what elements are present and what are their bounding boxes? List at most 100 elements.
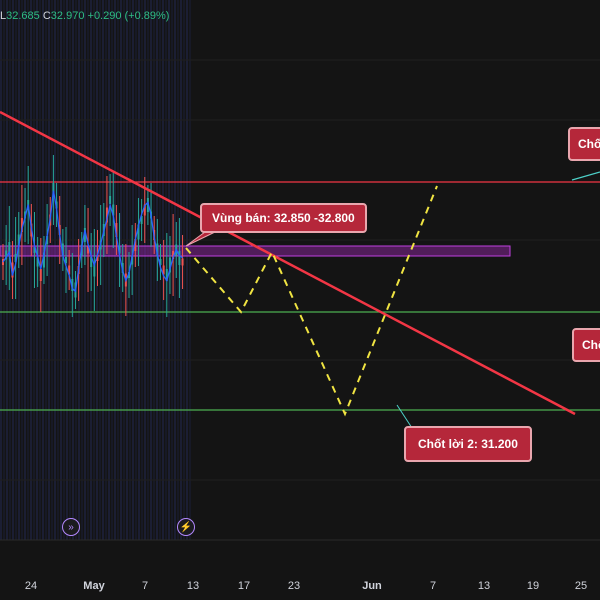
history-stripe [9, 0, 11, 540]
history-stripe [153, 0, 155, 540]
candle-body [168, 257, 171, 273]
candle-body [165, 269, 168, 281]
candle-body [93, 263, 96, 277]
sell-zone-callout[interactable]: Vùng bán: 32.850 -32.800 [200, 203, 367, 233]
history-stripe [147, 0, 149, 540]
history-stripe [132, 0, 134, 540]
history-stripe [0, 0, 2, 540]
candle-body [137, 224, 140, 240]
candle-body [172, 251, 175, 259]
history-stripe [171, 0, 173, 540]
candle-body [61, 243, 64, 257]
history-stripe [75, 0, 77, 540]
candle-body [143, 204, 146, 216]
candle-body [71, 279, 74, 291]
low-value: 32.685 [6, 10, 40, 22]
grid-lines [0, 59, 600, 481]
candle-body [11, 262, 14, 278]
x-tick: 7 [141, 580, 149, 592]
history-stripe [6, 0, 8, 540]
time-axis[interactable]: 24 May 7 13 17 23 Jun 7 13 19 25 [0, 570, 600, 600]
projection-path[interactable] [185, 185, 438, 417]
candle-body [17, 234, 20, 246]
history-stripe [180, 0, 182, 540]
candle-body [105, 207, 108, 223]
price-change: +0.290 (+0.89%) [87, 10, 170, 22]
candle-body [20, 218, 23, 232]
history-stripe [117, 0, 119, 540]
history-stripe [99, 0, 101, 540]
x-tick: 7 [429, 580, 437, 592]
history-stripe [63, 0, 65, 540]
history-stripe [84, 0, 86, 540]
candle-body [52, 183, 55, 197]
candle-body [178, 251, 181, 265]
candle-body [96, 255, 99, 261]
lightning-icon: ⚡ [179, 521, 193, 533]
history-stripe [174, 0, 176, 540]
history-stripe [36, 0, 38, 540]
history-stripe [81, 0, 83, 540]
x-tick: 17 [237, 580, 251, 592]
x-tick: 13 [477, 580, 491, 592]
x-tick: Jun [362, 580, 382, 592]
history-stripe [135, 0, 137, 540]
history-stripe [60, 0, 62, 540]
candle-body [115, 223, 118, 237]
ohlc-readout: L32.685 C32.970 +0.290 (+0.89%) [0, 10, 169, 22]
close-value: 32.970 [50, 10, 85, 22]
history-stripe [54, 0, 56, 540]
history-stripe [189, 0, 191, 540]
candle-body [39, 269, 42, 281]
history-stripe [123, 0, 125, 540]
moving-average-line [2, 190, 183, 293]
candle-body [65, 257, 67, 263]
candle-body [87, 246, 90, 254]
take-profit-mid-callout[interactable]: Chố [572, 328, 600, 362]
candle-body [14, 254, 17, 262]
candle-body [68, 265, 71, 275]
history-stripe [3, 0, 5, 540]
tp-top-pointer [571, 171, 600, 181]
history-stripe [30, 0, 32, 540]
split-event-icon[interactable]: » [62, 518, 80, 536]
history-stripe [111, 0, 113, 540]
take-profit-top-callout[interactable]: Chố [568, 127, 600, 161]
sell-zone-box[interactable] [0, 245, 511, 257]
candle-body [159, 259, 162, 265]
tp2-pointer [396, 404, 413, 429]
take-profit-top-label: Chố [578, 137, 600, 151]
downtrend-line[interactable] [0, 110, 576, 416]
lightning-event-icon[interactable]: ⚡ [177, 518, 195, 536]
take-profit-mid-label: Chố [582, 338, 600, 352]
candle-body [112, 204, 115, 216]
history-stripe [21, 0, 23, 540]
history-stripe [114, 0, 116, 540]
candle-body [134, 239, 137, 251]
history-stripe [150, 0, 152, 540]
x-tick: 24 [24, 580, 38, 592]
history-stripe [177, 0, 179, 540]
candle-body [128, 272, 130, 278]
candle-body [83, 228, 86, 242]
x-tick: 25 [574, 580, 588, 592]
history-stripe [24, 0, 26, 540]
history-stripe [42, 0, 44, 540]
candle-body [8, 242, 11, 254]
history-stripe [51, 0, 53, 540]
candle-body [42, 252, 45, 268]
double-arrow-icon: » [68, 521, 74, 533]
history-stripe [120, 0, 122, 540]
history-stripe [108, 0, 110, 540]
history-stripe [72, 0, 74, 540]
sell-zone-label: Vùng bán: 32.850 -32.800 [212, 211, 355, 225]
history-stripe [105, 0, 107, 540]
candle-body [90, 257, 93, 267]
candle-body [162, 265, 165, 275]
history-stripe [102, 0, 104, 540]
candle-body [181, 258, 184, 266]
history-stripe [48, 0, 50, 540]
x-tick: 13 [186, 580, 200, 592]
take-profit-2-callout[interactable]: Chốt lời 2: 31.200 [404, 426, 532, 462]
